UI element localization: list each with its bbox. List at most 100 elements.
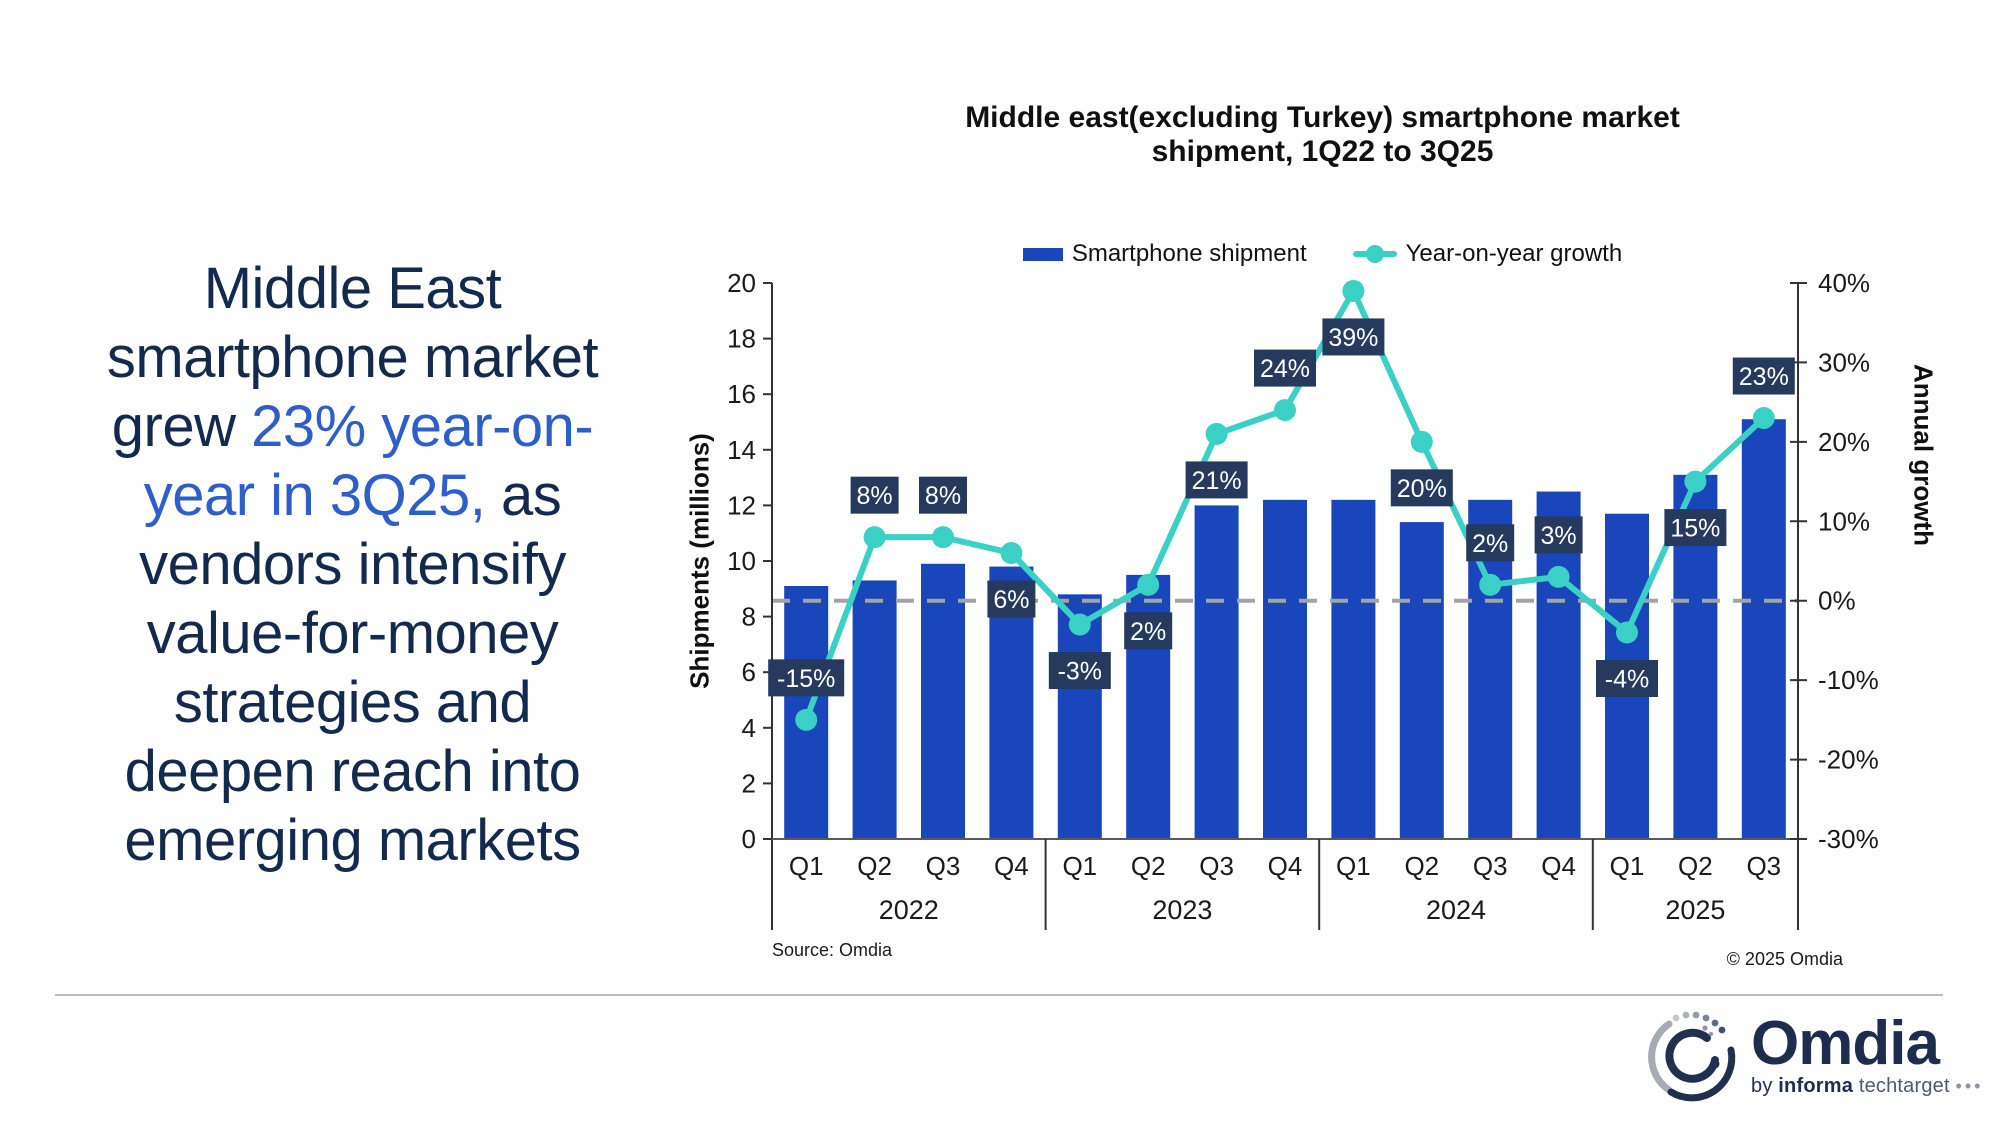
headline-text: grew (111, 394, 252, 459)
year-label-2022: 2022 (879, 895, 939, 925)
growth-point-5 (1068, 613, 1091, 636)
shipment-bar-8 (1263, 499, 1307, 839)
right-axis-tick-label: -10% (1818, 665, 1879, 695)
headline-line-6: value-for-money (55, 599, 650, 668)
source-note: Source: Omdia (772, 940, 893, 960)
headline-text: smartphone market (106, 325, 599, 390)
right-axis-tick-label: -30% (1818, 824, 1879, 854)
growth-label-box-10 (1390, 469, 1453, 507)
headline-line-2: smartphone market (55, 323, 650, 392)
growth-label-box-15 (1732, 357, 1795, 395)
headline-line-5: vendors intensify (55, 530, 650, 599)
year-label-2025: 2025 (1665, 895, 1725, 925)
shipment-bar-10 (1399, 522, 1444, 839)
growth-point-7 (1205, 422, 1228, 445)
growth-point-2 (863, 526, 886, 549)
growth-label-box-1 (768, 659, 845, 697)
headline-line-7: strategies and (55, 668, 650, 737)
footer-divider (55, 994, 1943, 996)
quarter-label-2: Q2 (857, 851, 892, 881)
chart-title-line2: shipment, 1Q22 to 3Q25 (1151, 135, 1494, 168)
growth-label-box-3 (919, 476, 967, 514)
growth-label-2: 8% (857, 482, 893, 510)
quarter-label-5: Q1 (1062, 851, 1097, 881)
growth-label-box-9 (1322, 318, 1385, 356)
year-label-2023: 2023 (1152, 895, 1212, 925)
growth-label-box-8 (1254, 349, 1316, 387)
logo-dot (1682, 1011, 1690, 1019)
right-axis-tick-label: 40% (1818, 268, 1870, 298)
quarter-label-13: Q1 (1610, 851, 1645, 881)
chart-legend: Smartphone shipment Year-on-year growth (660, 238, 1985, 270)
growth-label-9: 39% (1328, 324, 1378, 352)
left-axis-tick-label: 6 (742, 657, 756, 687)
headline-highlight: 23% year-on- (251, 394, 594, 459)
headline-text: as (485, 463, 562, 528)
left-axis-tick-label: 4 (742, 713, 756, 743)
left-axis-tick-label: 10 (727, 546, 756, 576)
growth-point-10 (1410, 430, 1433, 453)
logo-inner-arc (1665, 1028, 1719, 1083)
shipment-bar-15 (1741, 419, 1786, 839)
omdia-logo-icon (1648, 1011, 1736, 1102)
headline-line-4: year in 3Q25, as (55, 461, 650, 530)
growth-label-box-4 (987, 580, 1036, 618)
growth-label-7: 21% (1192, 467, 1242, 495)
growth-point-9 (1342, 279, 1365, 302)
logo-dot (1711, 1019, 1719, 1027)
quarter-label-11: Q3 (1473, 851, 1508, 881)
quarter-label-9: Q1 (1336, 851, 1371, 881)
tagline-informa: informa (1778, 1075, 1854, 1097)
headline-text: strategies and (173, 670, 532, 735)
brand-tagline: by informa techtarget ••• (1751, 1075, 1983, 1097)
logo-arc-navy (1667, 1046, 1736, 1102)
growth-point-15 (1752, 407, 1775, 430)
headline-line-1: Middle East (55, 254, 650, 323)
tagline-by: by (1751, 1075, 1773, 1097)
headline-text: value-for-money (146, 601, 559, 666)
headline-text: vendors intensify (139, 532, 566, 597)
growth-label-14: 15% (1670, 515, 1720, 543)
legend-bar-swatch (1022, 247, 1063, 261)
growth-point-6 (1137, 573, 1160, 596)
shipment-bar-3 (921, 563, 965, 839)
legend-item-shipment: Smartphone shipment (1022, 240, 1307, 268)
growth-point-8 (1274, 399, 1296, 422)
logo-dot (1692, 1011, 1700, 1019)
growth-label-11: 2% (1472, 530, 1508, 558)
quarter-label-10: Q2 (1404, 851, 1439, 881)
growth-label-12: 3% (1541, 522, 1577, 550)
left-axis-tick-label: 8 (742, 602, 756, 632)
brand-name: Omdia (1751, 1009, 1940, 1078)
copyright-note: © 2025 Omdia (1726, 949, 1843, 969)
right-axis-tick-label: 30% (1818, 347, 1870, 377)
logo-arc-gray (1648, 1020, 1673, 1094)
left-axis-tick-label: 14 (727, 435, 756, 465)
omdia-logo: Omdia by informa techtarget ••• (1645, 1008, 1983, 1104)
growth-point-3 (932, 526, 954, 549)
right-axis-tick-label: -20% (1818, 745, 1879, 775)
chart-title-line1: Middle east(excluding Turkey) smartphone… (965, 101, 1680, 134)
growth-point-11 (1479, 573, 1502, 596)
legend-label: Year-on-year growth (1405, 240, 1623, 267)
growth-point-4 (1000, 542, 1023, 565)
chart-title: Middle east(excluding Turkey) smartphone… (660, 101, 1985, 169)
quarter-label-1: Q1 (789, 851, 824, 881)
left-axis-tick-label: 16 (727, 379, 756, 409)
growth-label-13: -4% (1605, 665, 1649, 693)
right-axis-tick-label: 10% (1818, 506, 1870, 536)
headline-highlight: year in 3Q25, (143, 463, 486, 528)
shipment-bar-2 (852, 580, 897, 839)
headline-line-9: emerging markets (55, 806, 650, 875)
growth-point-14 (1684, 470, 1707, 493)
headline-text: Middle East (203, 256, 502, 321)
logo-dot (1718, 1026, 1726, 1034)
left-axis-tick-label: 18 (727, 324, 756, 354)
legend-item-growth: Year-on-year growth (1352, 240, 1623, 268)
quarter-label-8: Q4 (1268, 851, 1303, 881)
growth-label-box-13 (1596, 659, 1658, 697)
left-axis-tick-label: 0 (742, 824, 756, 854)
left-axis-tick-label: 2 (742, 768, 756, 798)
